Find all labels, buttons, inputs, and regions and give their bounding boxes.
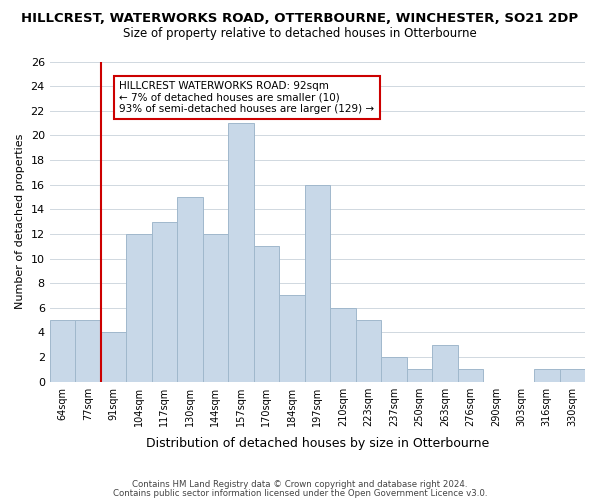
Bar (407, 370, 432, 382)
Bar (356, 320, 381, 382)
Text: HILLCREST, WATERWORKS ROAD, OTTERBOURNE, WINCHESTER, SO21 2DP: HILLCREST, WATERWORKS ROAD, OTTERBOURNE,… (22, 12, 578, 26)
Bar (50, 320, 75, 382)
Bar (458, 370, 483, 382)
Text: Size of property relative to detached houses in Otterbourne: Size of property relative to detached ho… (123, 28, 477, 40)
Bar (279, 296, 305, 382)
Bar (203, 234, 228, 382)
Y-axis label: Number of detached properties: Number of detached properties (15, 134, 25, 310)
X-axis label: Distribution of detached houses by size in Otterbourne: Distribution of detached houses by size … (146, 437, 489, 450)
Bar (254, 246, 279, 382)
Text: Contains HM Land Registry data © Crown copyright and database right 2024.: Contains HM Land Registry data © Crown c… (132, 480, 468, 489)
Bar (381, 357, 407, 382)
Bar (101, 332, 126, 382)
Bar (305, 184, 330, 382)
Text: HILLCREST WATERWORKS ROAD: 92sqm
← 7% of detached houses are smaller (10)
93% of: HILLCREST WATERWORKS ROAD: 92sqm ← 7% of… (119, 80, 374, 114)
Bar (560, 370, 585, 382)
Bar (330, 308, 356, 382)
Bar (228, 123, 254, 382)
Bar (152, 222, 177, 382)
Bar (75, 320, 101, 382)
Bar (534, 370, 560, 382)
Text: Contains public sector information licensed under the Open Government Licence v3: Contains public sector information licen… (113, 488, 487, 498)
Bar (177, 197, 203, 382)
Bar (432, 344, 458, 382)
Bar (126, 234, 152, 382)
